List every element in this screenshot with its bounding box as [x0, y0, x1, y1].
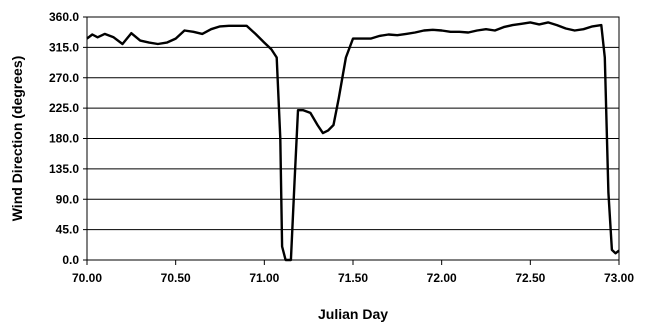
x-tick-label: 72.00 [427, 271, 457, 285]
x-tick-label: 72.50 [515, 271, 545, 285]
x-tick-label: 70.50 [161, 271, 191, 285]
x-tick-label: 71.00 [249, 271, 279, 285]
y-tick-label: 135.0 [49, 162, 79, 176]
wind-direction-series-line [86, 21, 620, 262]
x-tick-label: 73.00 [604, 271, 634, 285]
y-tick-label: 315.0 [49, 40, 79, 54]
x-axis-ticks: 70.00 70.50 71.00 71.50 72.00 72.50 73.00 [72, 260, 634, 285]
gridlines [87, 16, 619, 261]
x-axis-title: Julian Day [318, 306, 388, 322]
y-tick-label: 0.0 [62, 253, 79, 267]
x-tick-label: 71.50 [338, 271, 368, 285]
x-tick-label: 70.00 [72, 271, 102, 285]
y-tick-label: 225.0 [49, 101, 79, 115]
y-tick-label: 180.0 [49, 132, 79, 146]
y-tick-label: 360.0 [49, 10, 79, 24]
y-tick-label: 45.0 [56, 223, 80, 237]
y-axis-ticks: 0.0 45.0 90.0 135.0 180.0 225.0 270.0 315.0 360.… [49, 10, 87, 267]
y-tick-label: 270.0 [49, 71, 79, 85]
y-axis-title: Wind Direction (degrees) [9, 56, 25, 222]
y-tick-label: 90.0 [56, 192, 80, 206]
